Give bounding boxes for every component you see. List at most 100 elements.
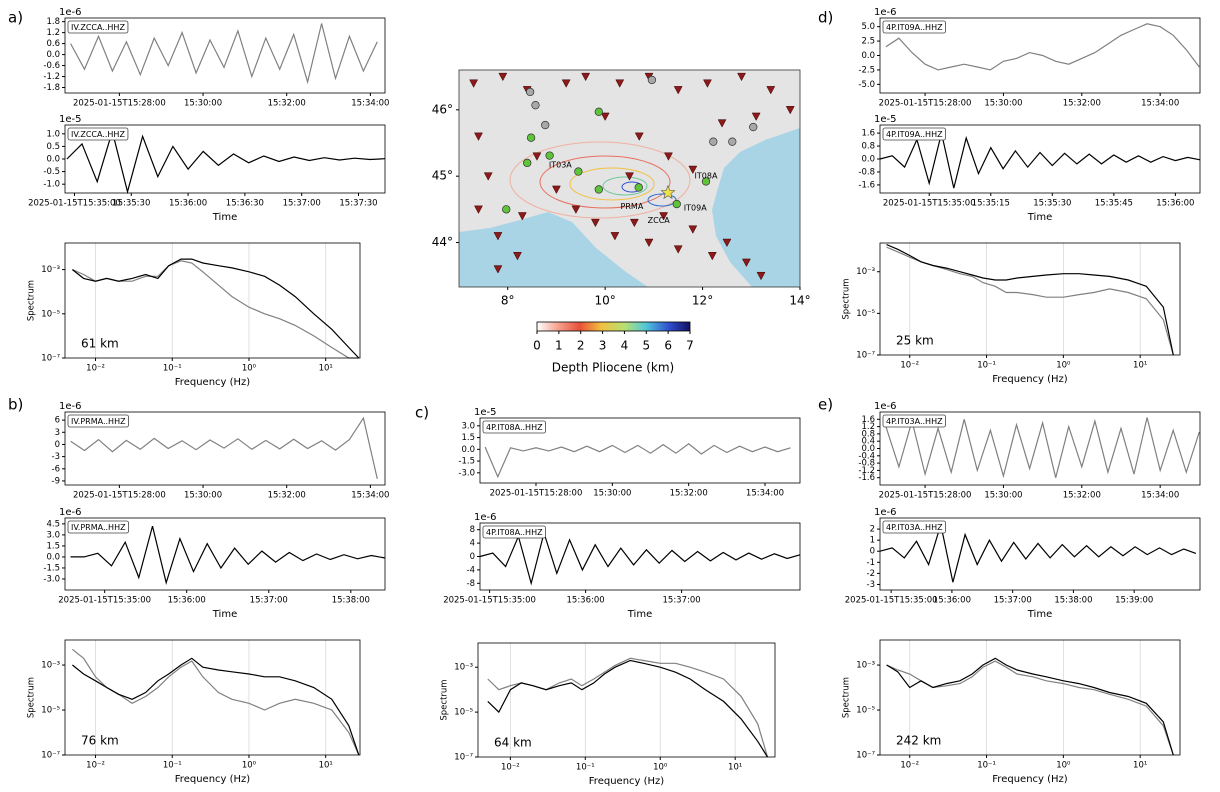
y-tick-label: -6 (52, 464, 60, 474)
station-triangle (615, 79, 625, 88)
panel-label: a) (8, 9, 23, 27)
y-tick-label: 0.8 (861, 142, 875, 152)
distance-label: 76 km (81, 734, 119, 748)
plot-area (65, 243, 360, 358)
plot-frame (479, 522, 801, 591)
plot-frame (879, 411, 1201, 486)
y-tick-label: 10⁻³ (454, 663, 473, 673)
series-line (879, 524, 1197, 583)
station-triangle (498, 72, 508, 82)
station-label: IT03A (549, 160, 572, 169)
plot-frame (879, 517, 1201, 591)
x-tick-label: 15:34:00 (1141, 99, 1179, 109)
x-tick-label: 15:38:00 (332, 596, 370, 606)
x-tick-label: 10⁻¹ (977, 361, 996, 371)
y-tick-label: -1.6 (858, 473, 875, 483)
station-triangle (571, 205, 581, 214)
y-tick-label: -1.0 (43, 180, 60, 190)
station-triangle (493, 232, 503, 241)
x-tick-label: 15:30:00 (184, 491, 222, 501)
x-axis-label: Frequency (Hz) (175, 377, 251, 388)
offset-text: 1e-6 (59, 7, 82, 18)
y-tick-label: 0.6 (46, 39, 60, 49)
site-marker (541, 120, 550, 130)
station-triangle (659, 212, 669, 221)
station-triangle (673, 245, 683, 254)
offset-text: 1e-6 (874, 7, 897, 18)
plot-frame (477, 642, 776, 758)
x-tick-label: 2025-01-15T15:28:00 (73, 491, 166, 501)
y-tick-label: 4 (470, 539, 475, 549)
station-label: ZCCA (648, 216, 671, 225)
colorbar-tick-label: 6 (664, 339, 672, 353)
x-tick-label: 15:39:00 (1115, 596, 1153, 606)
x-tick-label: 15:35:45 (1095, 199, 1133, 209)
y-tick-label: -1.2 (858, 466, 875, 476)
legend-box (67, 20, 129, 34)
site-marker (728, 137, 737, 146)
legend-label: 4P.IT09A..HHZ (886, 23, 943, 32)
x-tick-label: 10⁻² (86, 761, 105, 771)
x-tick-label: 15:34:00 (746, 489, 784, 499)
y-tick-label: 3.0 (461, 421, 475, 431)
colorbar-tick-label: 2 (577, 339, 585, 353)
y-axis-label: Spectrum (842, 278, 852, 319)
y-tick-label: -3.0 (458, 468, 475, 478)
station-triangle (474, 205, 483, 214)
offset-text: 1e-6 (474, 512, 497, 523)
y-tick-label: 0.0 (861, 51, 875, 61)
legend-label: 4P.IT03A..HHZ (886, 523, 943, 532)
x-tick-label: 2025-01-15T15:35:00 (28, 199, 121, 209)
station-triangle (532, 152, 542, 161)
station-triangle (517, 212, 527, 221)
x-tick-label: 15:32:00 (268, 99, 306, 109)
site-marker (502, 205, 511, 214)
x-tick-label: 10⁻¹ (977, 761, 996, 771)
legend-label: 4P.IT03A..HHZ (886, 417, 943, 426)
y-tick-label: 10⁻⁷ (856, 351, 875, 361)
legend-label: 4P.IT09A..HHZ (886, 130, 943, 139)
y-tick-label: -2.5 (858, 65, 875, 75)
y-tick-label: 0.0 (461, 445, 475, 455)
x-tick-label: 15:30:00 (184, 99, 222, 109)
colorbar-tick-label: 7 (686, 339, 694, 353)
offset-text: 1e-5 (874, 114, 897, 125)
y-tick-label: 1.0 (46, 129, 60, 139)
depth-contour (509, 141, 691, 219)
x-tick-label: 10⁻¹ (576, 763, 595, 773)
y-tick-label: -3.0 (43, 574, 60, 584)
site-marker (574, 167, 583, 176)
site-marker (531, 101, 540, 110)
y-tick-label: 0.0 (46, 50, 60, 60)
legend-label: 4P.IT08A..HHZ (486, 528, 543, 537)
x-tick-label: 15:36:00 (1156, 199, 1194, 209)
y-tick-label: -8 (467, 579, 475, 589)
x-tick-label: 15:37:30 (339, 199, 377, 209)
legend-label: IV.ZCCA..HHZ (71, 130, 125, 139)
plot-area (65, 640, 360, 755)
x-tick-label: 2025-01-15T15:28:00 (879, 491, 972, 501)
plot-area (880, 243, 1180, 355)
x-tick-label: 2025-01-15T15:28:00 (490, 489, 583, 499)
ligurian-sea (459, 212, 648, 287)
x-tick-label: 15:37:00 (663, 596, 701, 606)
y-tick-label: 2.5 (861, 37, 875, 47)
x-axis-label: Time (1027, 212, 1052, 223)
series-line (70, 525, 386, 585)
y-axis-label: Spectrum (27, 280, 37, 321)
series-line (66, 129, 386, 195)
map-frame (458, 69, 801, 288)
y-tick-label: 1.5 (461, 433, 475, 443)
y-tick-label: 2 (870, 525, 875, 535)
x-tick-label: 2025-01-15T15:35:00 (883, 199, 976, 209)
x-axis-label: Time (212, 212, 237, 223)
depth-contour (569, 167, 655, 201)
station-triangle (493, 265, 503, 274)
series-line (72, 258, 360, 359)
offset-text: 1e-6 (874, 507, 897, 518)
y-tick-label: 10⁻³ (856, 267, 875, 277)
y-tick-label: 1.2 (46, 28, 60, 38)
site-marker (647, 75, 657, 85)
y-tick-label: -5.0 (858, 80, 875, 90)
series-line (484, 443, 791, 479)
